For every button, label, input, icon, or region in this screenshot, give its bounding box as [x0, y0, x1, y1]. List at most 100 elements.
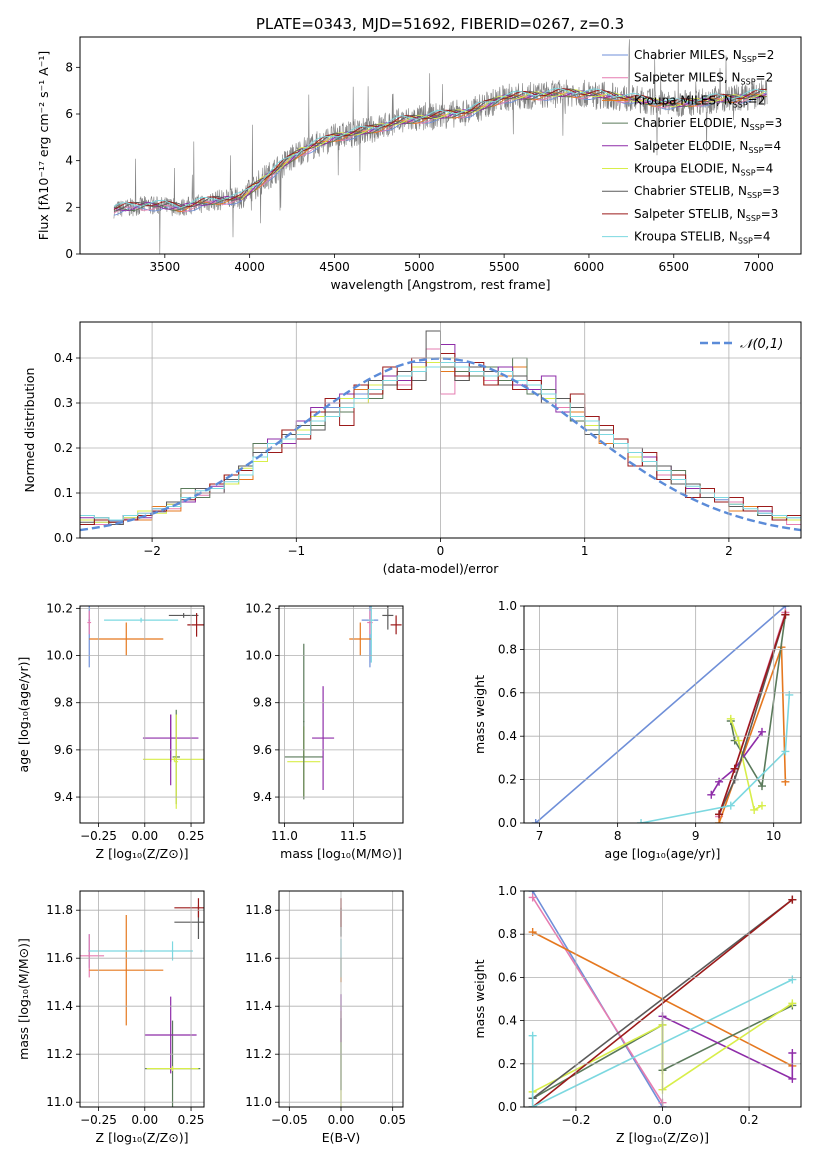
x-tick-label: 5500	[489, 260, 520, 274]
axes-frame	[79, 36, 802, 255]
y-tick-label: 11.6	[245, 951, 272, 965]
x-tick-label: 3500	[150, 260, 181, 274]
y-tick-label: 0.2	[54, 441, 73, 455]
axes-frame	[523, 605, 802, 824]
y-tick-label: 0.4	[54, 351, 73, 365]
x-tick-label: 0.25	[178, 1113, 205, 1127]
y-tick-label: 8	[65, 60, 73, 74]
panels: 3500 4000 4500 5000 5500 6000 6500 7000 0 2 4 6 8 wav…	[16, 36, 802, 1145]
x-tick-label: 7	[536, 829, 544, 843]
weight-marker	[528, 1031, 537, 1040]
y-axis-label: age [log₁₀(age/yr)]	[16, 657, 31, 773]
x-axis-label: Z [log₁₀(Z/Z⊙)]	[96, 1130, 189, 1145]
model-line	[113, 88, 767, 212]
panel-age-vs-mass: 11.0 11.5 9.4 9.6 9.8 10.0 10.2 mass [log₁₀(M/M…	[245, 601, 404, 861]
x-tick-label: 0.0	[653, 1113, 672, 1127]
y-axis-label: mass weight	[472, 959, 487, 1038]
panel-mass-vs-EBV: −0.05 0.00 0.05 11.0 11.2 11.4 11.6 11.8 E(B-V)	[245, 890, 406, 1145]
y-axis-label: Normed distribution	[22, 368, 37, 493]
weight-marker	[734, 736, 743, 745]
legend-label: Salpeter MILES, NSSP=2	[634, 71, 773, 87]
y-tick-label: 0.6	[498, 970, 517, 984]
weight-marker	[788, 975, 797, 984]
y-tick-label: 9.4	[54, 790, 73, 804]
model-line	[113, 88, 767, 208]
y-tick-label: 11.4	[245, 999, 272, 1013]
x-tick-label: 0.25	[178, 829, 205, 843]
legend-label: Salpeter STELIB, NSSP=3	[634, 207, 778, 223]
legend-label: Kroupa STELIB, NSSP=4	[634, 230, 771, 246]
x-axis-label: Z [log₁₀(Z/Z⊙)]	[96, 846, 189, 861]
legend-label: Chabrier ELODIE, NSSP=3	[634, 116, 782, 132]
x-tick-label: 5000	[404, 260, 435, 274]
weight-line	[535, 606, 786, 823]
y-tick-label: 0.0	[54, 531, 73, 545]
x-tick-label: 11.5	[340, 829, 367, 843]
weight-line	[531, 978, 793, 1107]
panel-weight-vs-age: 7 8 9 10 0.0 0.2 0.4 0.6 0.8 1.0 age [log₁₀(age/yr…	[472, 599, 802, 861]
weight-marker	[531, 819, 540, 823]
weight-marker	[715, 810, 724, 819]
y-tick-label: 11.6	[46, 951, 73, 965]
x-axis-label: (data-model)/error	[383, 561, 500, 576]
x-tick-label: 8	[614, 829, 622, 843]
weight-marker	[757, 801, 766, 810]
y-tick-label: 6	[65, 107, 73, 121]
x-axis-label: age [log₁₀(age/yr)]	[605, 846, 721, 861]
x-tick-label: −0.2	[561, 1113, 590, 1127]
x-tick-label: 0	[437, 544, 445, 558]
x-tick-label: 0.05	[379, 1113, 406, 1127]
y-tick-label: 9.6	[253, 743, 272, 757]
weight-marker	[715, 777, 724, 786]
y-tick-label: 11.2	[46, 1047, 73, 1061]
y-tick-label: 0.0	[498, 816, 517, 830]
weight-marker	[781, 610, 790, 619]
weight-marker	[781, 747, 790, 756]
plot-area	[284, 606, 402, 800]
y-tick-label: 11.0	[46, 1095, 73, 1109]
x-tick-label: 9	[692, 829, 700, 843]
x-axis-label: wavelength [Angstrom, rest frame]	[330, 277, 550, 292]
y-tick-label: 10.2	[245, 601, 272, 615]
weight-marker	[781, 777, 790, 786]
x-tick-label: 0.00	[328, 1113, 355, 1127]
x-tick-label: 2	[725, 544, 733, 558]
axes-frame	[278, 890, 404, 1108]
panel-weight-vs-Z: −0.2 0.0 0.2 0.0 0.2 0.4 0.6 0.8 1.0 Z [log₁₀(Z/Z…	[472, 884, 802, 1145]
y-tick-label: 1.0	[498, 599, 517, 613]
y-tick-label: 0.4	[498, 1014, 517, 1028]
y-tick-label: 0.4	[498, 729, 517, 743]
x-tick-label: −0.25	[80, 1113, 117, 1127]
legend: Chabrier MILES, NSSP=2 Salpeter MILES, NS…	[602, 48, 782, 246]
y-tick-label: 9.6	[54, 743, 73, 757]
x-axis-label: Z [log₁₀(Z/Z⊙)]	[616, 1130, 709, 1145]
legend-label: Kroupa ELODIE, NSSP=4	[634, 162, 773, 178]
x-tick-label: −1	[287, 544, 305, 558]
y-tick-label: 11.8	[46, 903, 73, 917]
axes-frame	[79, 321, 802, 539]
y-tick-label: 0.2	[498, 773, 517, 787]
weight-marker	[757, 727, 766, 736]
legend: 𝒩(0,1)	[700, 337, 783, 352]
y-axis-label: mass [log₁₀(M/M⊙)]	[16, 938, 31, 1060]
y-tick-label: 11.4	[46, 999, 73, 1013]
weight-marker	[528, 893, 537, 902]
weight-marker	[730, 764, 739, 773]
weight-marker	[707, 790, 716, 799]
weight-marker	[750, 805, 759, 814]
weight-line	[532, 897, 664, 1104]
x-tick-label: 1	[581, 544, 589, 558]
y-tick-label: 0.0	[498, 1100, 517, 1114]
legend-label: Chabrier STELIB, NSSP=3	[634, 184, 780, 200]
x-tick-label: 0.00	[131, 829, 158, 843]
y-tick-label: 2	[65, 200, 73, 214]
axes-frame	[278, 605, 404, 824]
weight-marker	[788, 1074, 797, 1083]
weight-marker	[637, 819, 646, 823]
weight-marker	[528, 1103, 537, 1107]
panel-mass-vs-Z: −0.25 0.00 0.25 11.0 11.2 11.4 11.6 11.8 Z [log₁…	[16, 890, 205, 1145]
legend-label: Chabrier MILES, NSSP=2	[634, 48, 774, 64]
legend-label: 𝒩(0,1)	[740, 337, 783, 352]
